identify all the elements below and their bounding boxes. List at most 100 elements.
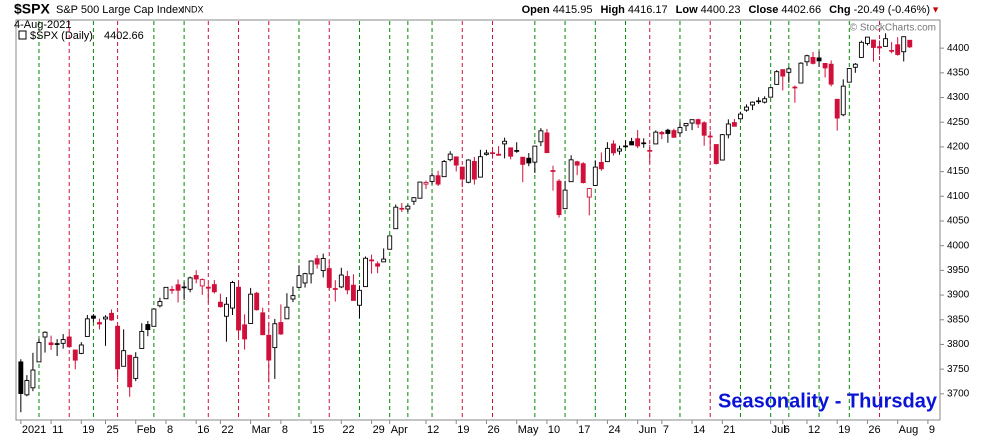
candle-body <box>901 36 907 53</box>
candle <box>133 352 139 382</box>
x-tick-label: May <box>518 424 539 436</box>
candle <box>858 40 864 58</box>
candle-body <box>659 131 665 135</box>
candle-body <box>877 46 882 49</box>
candle <box>211 280 217 294</box>
candle <box>725 119 731 139</box>
candle <box>121 329 127 367</box>
x-tick-label: 8 <box>282 424 288 436</box>
candle <box>387 235 393 250</box>
candle <box>272 318 278 379</box>
candle <box>556 179 562 218</box>
candle-body <box>242 324 248 340</box>
candle <box>248 287 254 324</box>
candle-body <box>284 306 290 320</box>
x-tick-label: 7 <box>663 424 669 436</box>
candle <box>677 122 683 137</box>
candle-body <box>193 275 199 280</box>
candle <box>804 54 810 66</box>
candle <box>768 87 774 98</box>
candle-body <box>36 342 42 363</box>
x-tick-label: 19 <box>838 424 850 436</box>
candle <box>459 166 465 188</box>
copyright: © StockCharts.com <box>850 23 936 34</box>
candle-body <box>671 130 677 138</box>
candle-body <box>266 334 272 361</box>
candle <box>109 309 114 321</box>
symbol: $SPX <box>14 1 50 17</box>
candle <box>48 335 54 350</box>
x-tick-label: 22 <box>342 424 354 436</box>
candle-body <box>308 260 314 275</box>
candle-body <box>520 156 526 165</box>
candle <box>641 138 647 148</box>
legend-value: 4402.66 <box>104 30 144 42</box>
candle-body <box>217 301 223 308</box>
candle-body <box>907 39 913 48</box>
candle <box>254 291 260 311</box>
candle-body <box>423 182 429 185</box>
candle <box>822 62 828 78</box>
marks <box>18 21 913 419</box>
candle-body <box>72 349 78 361</box>
candle-body <box>453 156 459 166</box>
candle <box>296 265 302 288</box>
candle <box>187 276 193 293</box>
candle-body <box>774 71 780 85</box>
candle <box>671 128 677 138</box>
candle-body <box>556 180 562 215</box>
candle-body <box>653 131 659 145</box>
candle-body <box>127 354 133 388</box>
down-arrow: ▼ <box>931 4 940 14</box>
candle-body <box>490 152 495 154</box>
y-tick-label: 3850 <box>947 314 970 325</box>
candle-body <box>369 259 375 262</box>
candle <box>683 123 689 131</box>
candle <box>199 278 205 295</box>
x-tick-label: 12 <box>808 424 820 436</box>
candle-body <box>858 41 864 58</box>
x-tick-label: 26 <box>868 424 880 436</box>
candle <box>163 286 169 300</box>
candle <box>97 318 102 330</box>
x-tick-label: Jun <box>639 424 657 436</box>
x-tick-label: 19 <box>457 424 469 436</box>
candle <box>363 256 368 288</box>
candle-body <box>568 159 574 183</box>
candle <box>562 180 568 210</box>
candle <box>490 150 495 159</box>
candle-body <box>350 284 356 301</box>
candle <box>18 359 24 413</box>
candle <box>169 286 175 294</box>
candle-body <box>302 273 308 284</box>
candle <box>381 248 387 263</box>
x-tick-label: 2021 <box>22 424 46 436</box>
candle <box>816 51 822 67</box>
candle-body <box>689 119 695 124</box>
candle <box>544 128 550 154</box>
x-tick-label: 25 <box>106 424 118 436</box>
x-tick-label: 24 <box>608 424 620 436</box>
candle-body <box>30 369 36 389</box>
quote-value: 4415.95 <box>553 4 593 16</box>
candle <box>598 152 604 171</box>
candle-body <box>883 38 889 47</box>
candle <box>417 181 423 199</box>
candle <box>846 68 852 83</box>
quote-value: 4402.66 <box>781 4 821 16</box>
candle <box>260 307 266 336</box>
candle-body <box>768 87 774 98</box>
candle-body <box>54 343 60 345</box>
candle <box>792 85 798 103</box>
candle-body <box>538 130 544 143</box>
candle <box>175 279 181 303</box>
candle <box>550 165 556 191</box>
candle-body <box>121 350 127 367</box>
x-tick-label: 26 <box>487 424 499 436</box>
candle-body <box>169 289 175 291</box>
candle <box>36 338 42 363</box>
x-tick-label: 12 <box>427 424 439 436</box>
candle <box>877 40 882 55</box>
candle <box>332 280 338 302</box>
candle-body <box>296 275 302 288</box>
